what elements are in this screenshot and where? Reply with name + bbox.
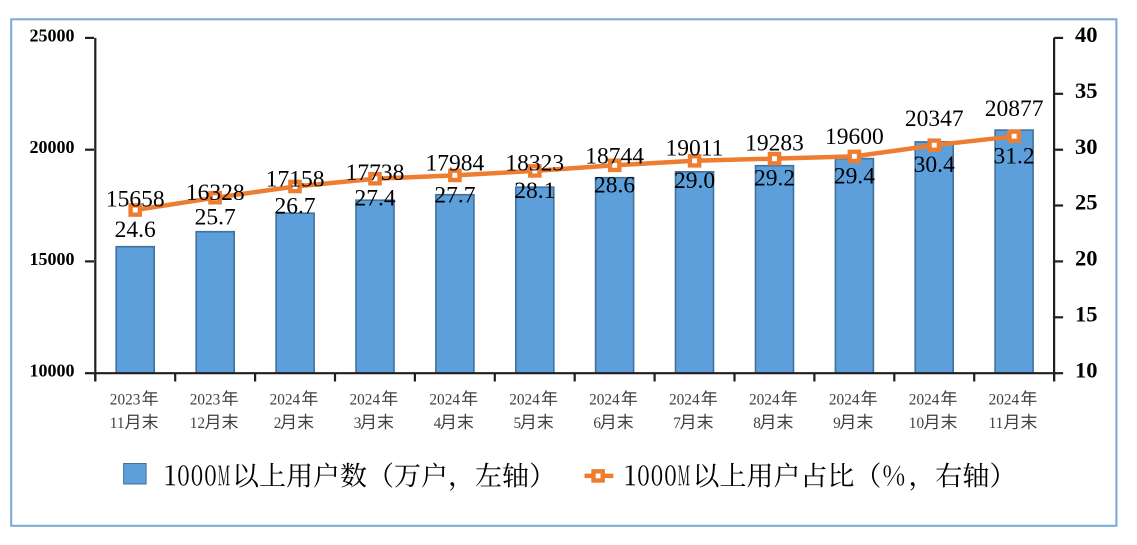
svg-text:29.4: 29.4 — [834, 163, 875, 189]
svg-text:2023: 2023 — [110, 392, 141, 409]
svg-text:26.7: 26.7 — [275, 194, 316, 220]
svg-text:16328: 16328 — [186, 180, 245, 206]
svg-text:10: 10 — [909, 415, 925, 432]
svg-text:2024: 2024 — [270, 392, 301, 409]
svg-text:8: 8 — [753, 415, 761, 432]
svg-text:2024: 2024 — [989, 392, 1020, 409]
svg-text:2024: 2024 — [350, 392, 381, 409]
svg-text:2024: 2024 — [429, 392, 460, 409]
svg-text:27.7: 27.7 — [434, 182, 475, 208]
svg-text:35: 35 — [1075, 78, 1098, 103]
svg-text:9: 9 — [833, 415, 841, 432]
svg-text:18323: 18323 — [505, 150, 564, 176]
svg-text:20: 20 — [1075, 246, 1098, 271]
svg-text:15658: 15658 — [106, 187, 165, 213]
svg-text:4: 4 — [434, 415, 442, 432]
svg-text:12: 12 — [190, 415, 205, 432]
svg-text:2024: 2024 — [749, 392, 780, 409]
svg-text:10: 10 — [1075, 357, 1098, 382]
svg-text:25.7: 25.7 — [195, 205, 236, 231]
svg-text:29.2: 29.2 — [754, 166, 795, 192]
svg-text:7: 7 — [673, 415, 681, 432]
svg-text:17158: 17158 — [266, 167, 325, 193]
svg-text:2: 2 — [274, 415, 282, 432]
svg-text:28.1: 28.1 — [514, 178, 555, 204]
svg-text:17738: 17738 — [346, 160, 405, 186]
svg-text:25000: 25000 — [30, 25, 75, 45]
svg-text:6: 6 — [593, 415, 601, 432]
svg-text:30: 30 — [1075, 134, 1098, 159]
svg-text:15: 15 — [1075, 302, 1098, 327]
svg-text:20000: 20000 — [30, 137, 75, 157]
svg-text:18744: 18744 — [585, 143, 644, 169]
svg-text:3: 3 — [354, 415, 362, 432]
svg-text:5: 5 — [514, 415, 522, 432]
svg-text:20877: 20877 — [985, 96, 1044, 122]
svg-text:2024: 2024 — [669, 392, 700, 409]
svg-text:19011: 19011 — [666, 135, 724, 161]
svg-text:2024: 2024 — [829, 392, 860, 409]
svg-text:17984: 17984 — [426, 150, 485, 176]
svg-text:24.6: 24.6 — [115, 217, 156, 243]
svg-text:28.6: 28.6 — [594, 172, 635, 198]
svg-text:11: 11 — [989, 415, 1004, 432]
svg-text:19283: 19283 — [745, 131, 804, 157]
svg-text:15000: 15000 — [30, 249, 75, 269]
svg-text:31.2: 31.2 — [994, 143, 1035, 169]
svg-text:2024: 2024 — [589, 392, 620, 409]
svg-text:40: 40 — [1075, 22, 1098, 47]
svg-text:2024: 2024 — [909, 392, 940, 409]
svg-text:25: 25 — [1075, 190, 1098, 215]
svg-text:20347: 20347 — [905, 106, 964, 132]
svg-text:30.4: 30.4 — [914, 152, 955, 178]
svg-text:2024: 2024 — [509, 392, 540, 409]
svg-text:19600: 19600 — [825, 124, 884, 150]
svg-text:29.0: 29.0 — [674, 168, 715, 194]
svg-text:27.4: 27.4 — [354, 186, 395, 212]
svg-text:11: 11 — [110, 415, 125, 432]
svg-text:2023: 2023 — [190, 392, 221, 409]
svg-text:10000: 10000 — [30, 361, 75, 381]
